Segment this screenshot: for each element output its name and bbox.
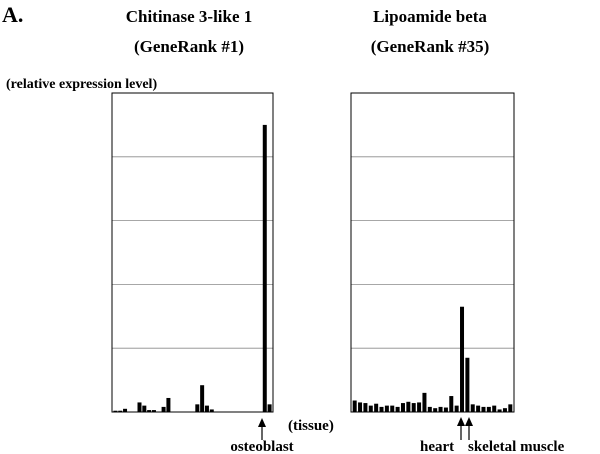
right-bar [465, 357, 470, 412]
left-bar [267, 404, 272, 412]
right-bar [406, 401, 411, 412]
right-bar [481, 406, 486, 412]
right-chart-title: Lipoamide beta [373, 7, 487, 26]
right-bar [443, 407, 448, 412]
left-bar [147, 410, 152, 412]
right-bar [486, 406, 491, 412]
right-bar [352, 400, 357, 412]
x-axis-label: (tissue) [288, 418, 334, 434]
left-chart-subtitle: (GeneRank #1) [134, 37, 244, 56]
left-bar [200, 385, 205, 412]
left-bar [161, 406, 166, 412]
right-bar [384, 405, 389, 412]
left-bar [142, 405, 147, 412]
left-bar [209, 409, 214, 412]
left-bar [195, 404, 200, 412]
right-bar [411, 403, 416, 412]
heart-arrow [457, 417, 465, 440]
right-bar [390, 405, 395, 412]
right-bar [400, 403, 405, 412]
left-bar [262, 124, 267, 413]
y-axis-label: (relative expression level) [6, 77, 157, 92]
left-bar [204, 405, 209, 412]
right-bar [502, 408, 507, 412]
right-bar [460, 306, 465, 412]
left-bar [137, 402, 142, 412]
right-chart-subtitle: (GeneRank #35) [371, 37, 490, 56]
right-bar [508, 404, 513, 412]
right-bar [492, 405, 497, 412]
right-bar [433, 408, 438, 412]
left-plot-area [111, 92, 274, 413]
skeletal-muscle-arrow [465, 417, 473, 440]
left-plot-frame [111, 92, 274, 413]
right-bar [379, 406, 384, 412]
right-bar [395, 406, 400, 412]
left-bar [113, 410, 118, 412]
right-bar [438, 406, 443, 412]
right-bar [368, 405, 373, 412]
left-bar [118, 410, 123, 412]
right-bar [358, 402, 363, 412]
left-chart-title: Chitinase 3-like 1 [126, 7, 253, 26]
heart-label: heart [420, 439, 454, 454]
right-plot-frame [350, 92, 515, 413]
right-bar [427, 406, 432, 412]
left-bar [151, 410, 156, 412]
right-bar [374, 403, 379, 412]
right-plot-area [350, 92, 515, 413]
right-bar [470, 404, 475, 412]
osteoblast-label: osteoblast [230, 439, 293, 454]
right-bar [417, 402, 422, 412]
panel-label: A. [2, 2, 23, 27]
right-bar [497, 409, 502, 412]
right-bar [449, 396, 454, 412]
right-bar [476, 405, 481, 412]
right-bar [454, 405, 459, 412]
left-bar [166, 397, 171, 412]
skeletal-muscle-label: skeletal muscle [468, 439, 565, 454]
osteoblast-arrow [258, 418, 266, 440]
right-bar [422, 392, 427, 412]
right-bar [363, 403, 368, 412]
left-bar [123, 408, 128, 412]
